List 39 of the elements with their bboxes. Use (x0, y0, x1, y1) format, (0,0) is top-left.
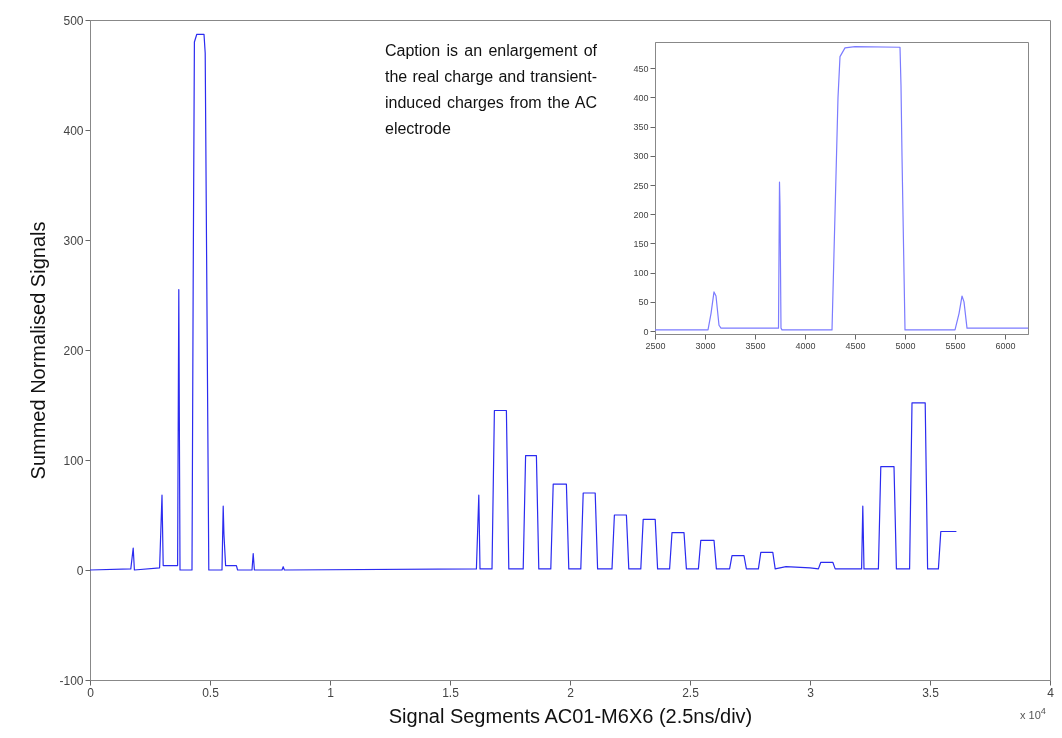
x-tick-label: 3500 (745, 340, 766, 351)
y-tick-label: 100 (633, 268, 649, 279)
y-tick-label: 500 (63, 13, 84, 28)
y-tick-label: 300 (633, 151, 649, 162)
x-tick-label: 4500 (845, 340, 866, 351)
x-tick-label: 0 (87, 685, 95, 700)
y-tick-label: 450 (633, 63, 649, 74)
x-tick-label: 2.5 (682, 685, 700, 700)
x-tick-label: 0.5 (202, 685, 220, 700)
line-series (655, 46, 1028, 331)
y-tick-label: 100 (63, 453, 84, 468)
y-tick-label: 150 (633, 238, 649, 249)
y-tick-label: 350 (633, 122, 649, 133)
y-tick-label: 250 (633, 180, 649, 191)
y-tick-label: 0 (76, 563, 84, 578)
text: x 10$^{4}$ (1020, 705, 1047, 722)
x-tick-label: 5000 (895, 340, 916, 351)
x-tick-label: 3.5 (922, 685, 940, 700)
y-tick-label: 200 (633, 209, 649, 220)
y-tick-label: 200 (63, 343, 84, 358)
x-tick-label: 4000 (795, 340, 816, 351)
y-tick-label: 0 (643, 326, 649, 337)
x-tick-label: 2 (567, 685, 575, 700)
x-axis-title: Signal Segments AC01-M6X6 (2.5ns/div) (388, 704, 753, 727)
x-tick-label: 4 (1047, 685, 1055, 700)
x-tick-label: 6000 (995, 340, 1016, 351)
y-tick-label: -100 (59, 673, 84, 688)
y-tick-label: 50 (638, 297, 649, 308)
x-tick-label: 1.5 (442, 685, 460, 700)
x-tick-label: 1 (327, 685, 335, 700)
x-tick-label: 2500 (645, 340, 666, 351)
y-tick-label: 400 (63, 123, 84, 138)
y-tick-label: 400 (633, 92, 649, 103)
x-tick-label: 5500 (945, 340, 966, 351)
annotation: Caption is an enlargement of the real charge and transient-induced charges from the AC electrode (385, 41, 597, 139)
x-tick-label: 3000 (695, 340, 716, 351)
y-tick-label: 300 (63, 233, 84, 248)
x-tick-label: 3 (807, 685, 815, 700)
y-axis-title: Summed Normalised Signals (27, 221, 50, 480)
